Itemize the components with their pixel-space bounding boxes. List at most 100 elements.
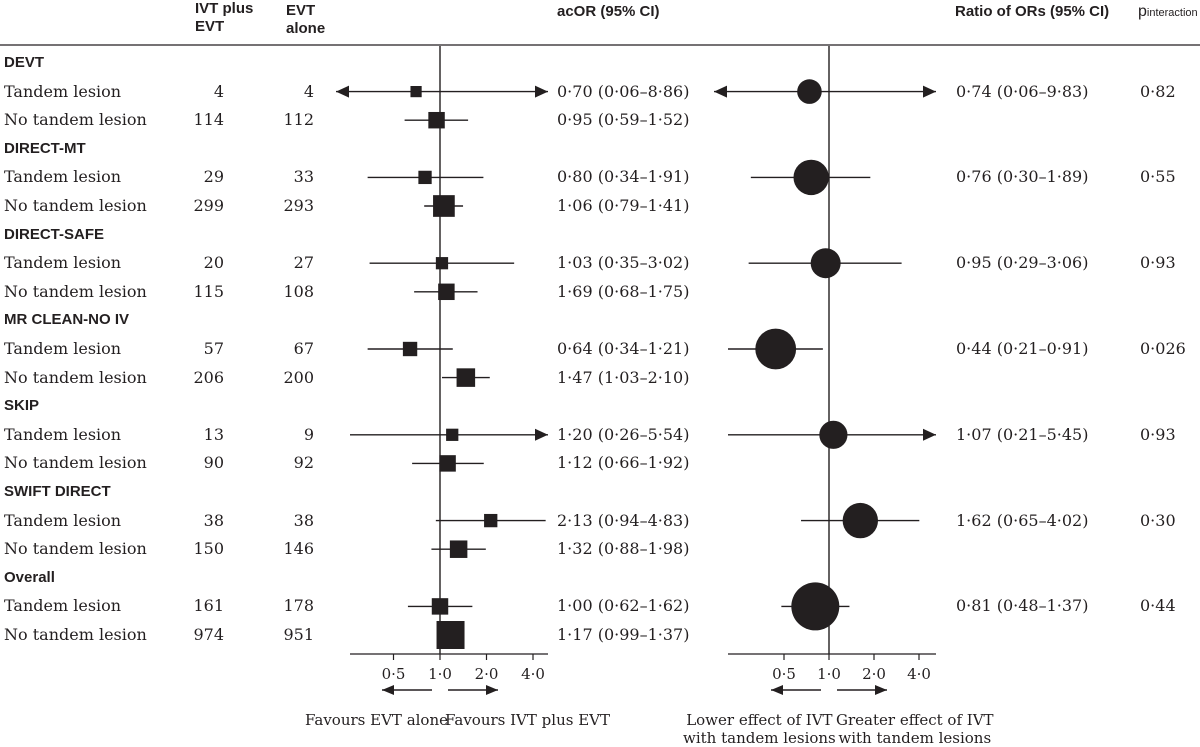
direction-arrow-left-head	[382, 685, 394, 695]
caption-favours-evt-alone: Favours EVT alone	[305, 711, 448, 729]
ci-arrow-high	[535, 85, 548, 98]
subgroup-label: No tandem lesion	[4, 281, 147, 301]
caption-lower-effect: Lower effect of IVT with tandem lesions	[683, 711, 836, 747]
ivt-plus-evt-count: 57	[203, 339, 224, 358]
subgroup-label: No tandem lesion	[4, 453, 147, 473]
study-name: DIRECT-MT	[4, 139, 86, 157]
estimate-marker	[797, 79, 822, 104]
evt-alone-count: 951	[283, 625, 314, 644]
header-acor: acOR (95% CI)	[557, 3, 660, 20]
header-ivt-plus-evt: IVT plus EVT	[195, 0, 254, 35]
ci-arrow-high	[535, 428, 548, 441]
ci-arrow-low	[336, 85, 349, 98]
ivt-plus-evt-count: 974	[193, 625, 224, 644]
subgroup-label: No tandem lesion	[4, 196, 147, 215]
evt-alone-count: 108	[283, 281, 314, 301]
subgroup-label: No tandem lesion	[4, 367, 147, 387]
subgroup-label: Tandem lesion	[4, 424, 122, 444]
x-tick-label: 1·0	[428, 665, 452, 683]
acor-value: 0·64 (0·34–1·21)	[557, 339, 690, 358]
ratio-value: 0·44 (0·21–0·91)	[956, 339, 1089, 358]
p-interaction-value: 0·44	[1140, 596, 1176, 616]
estimate-marker	[446, 428, 459, 441]
p-interaction-value: 0·93	[1140, 253, 1176, 273]
subgroup-label: No tandem lesion	[4, 110, 147, 130]
ci-arrow-high	[923, 428, 936, 441]
estimate-marker	[418, 170, 432, 185]
ivt-plus-evt-count: 20	[203, 253, 224, 273]
x-tick-label: 1·0	[817, 665, 841, 683]
evt-alone-count: 200	[283, 367, 314, 387]
evt-alone-count: 9	[303, 424, 314, 444]
acor-value: 1·00 (0·62–1·62)	[557, 596, 690, 616]
estimate-marker	[791, 582, 840, 631]
acor-value: 1·32 (0·88–1·98)	[557, 539, 690, 559]
study-name: SKIP	[4, 397, 40, 415]
estimate-marker	[793, 159, 829, 196]
evt-alone-count: 27	[293, 253, 314, 273]
p-interaction-value: 0·026	[1140, 339, 1186, 358]
p-interaction-value: 0·93	[1140, 424, 1176, 444]
estimate-marker	[810, 248, 841, 279]
subgroup-label: Tandem lesion	[4, 510, 122, 530]
direction-arrow-right-head	[486, 685, 498, 695]
estimate-marker	[431, 598, 449, 615]
evt-alone-count: 33	[293, 167, 314, 187]
subgroup-label: No tandem lesion	[4, 539, 147, 559]
estimate-marker	[410, 86, 422, 98]
subgroup-label: Tandem lesion	[4, 167, 122, 187]
ratio-value: 1·62 (0·65–4·02)	[956, 510, 1089, 530]
evt-alone-count: 112	[283, 110, 314, 130]
acor-value: 2·13 (0·94–4·83)	[557, 510, 690, 530]
x-tick-label: 2·0	[475, 665, 499, 683]
ivt-plus-evt-count: 38	[203, 510, 224, 530]
evt-alone-count: 146	[283, 539, 314, 559]
ivt-plus-evt-count: 161	[193, 596, 224, 616]
estimate-marker	[402, 341, 418, 357]
subgroup-label: Tandem lesion	[4, 596, 122, 616]
estimate-marker	[436, 621, 465, 649]
subgroup-label: No tandem lesion	[4, 625, 147, 644]
estimate-marker	[819, 420, 848, 449]
x-tick-label: 4·0	[907, 665, 931, 683]
header-evt-alone: EVT alone	[286, 2, 326, 37]
estimate-marker	[755, 328, 797, 370]
header-p-interaction: pinteraction	[1138, 3, 1198, 20]
caption-greater-effect: Greater effect of IVT with tandem lesions	[836, 711, 994, 747]
direction-arrow-right-head	[875, 685, 887, 695]
p-interaction-value: 0·55	[1140, 167, 1176, 187]
study-name: Overall	[4, 568, 55, 586]
ratio-value: 0·81 (0·48–1·37)	[956, 596, 1089, 616]
evt-alone-count: 4	[303, 81, 314, 101]
subgroup-label: Tandem lesion	[4, 81, 122, 101]
estimate-marker	[842, 502, 879, 539]
ivt-plus-evt-count: 299	[193, 196, 224, 215]
ivt-plus-evt-count: 115	[193, 281, 224, 301]
ivt-plus-evt-count: 150	[193, 539, 224, 559]
acor-value: 0·95 (0·59–1·52)	[557, 110, 690, 130]
ivt-plus-evt-count: 90	[203, 453, 224, 473]
subgroup-label: Tandem lesion	[4, 253, 122, 273]
ratio-forest-plot: 0·5 1·0 2·0 4·0	[714, 46, 936, 695]
ivt-plus-evt-count: 13	[203, 424, 224, 444]
evt-alone-count: 293	[283, 196, 314, 215]
acor-value: 1·69 (0·68–1·75)	[557, 281, 690, 301]
evt-alone-count: 67	[293, 339, 314, 358]
ratio-value: 1·07 (0·21–5·45)	[956, 424, 1089, 444]
x-tick-label: 0·5	[772, 665, 796, 683]
estimate-marker	[435, 257, 449, 270]
estimate-marker	[433, 195, 455, 217]
ivt-plus-evt-count: 4	[213, 81, 224, 101]
direction-arrow-left-head	[771, 685, 783, 695]
ivt-plus-evt-count: 29	[203, 167, 224, 187]
estimate-marker	[428, 111, 445, 129]
acor-value: 1·20 (0·26–5·54)	[557, 424, 690, 444]
estimate-marker	[438, 283, 455, 301]
x-tick-label: 4·0	[521, 665, 545, 683]
p-interaction-value: 0·82	[1140, 81, 1176, 101]
study-name: SWIFT DIRECT	[4, 483, 111, 500]
ivt-plus-evt-count: 206	[193, 367, 224, 387]
acor-value: 1·47 (1·03–2·10)	[557, 367, 690, 387]
evt-alone-count: 92	[293, 453, 314, 473]
